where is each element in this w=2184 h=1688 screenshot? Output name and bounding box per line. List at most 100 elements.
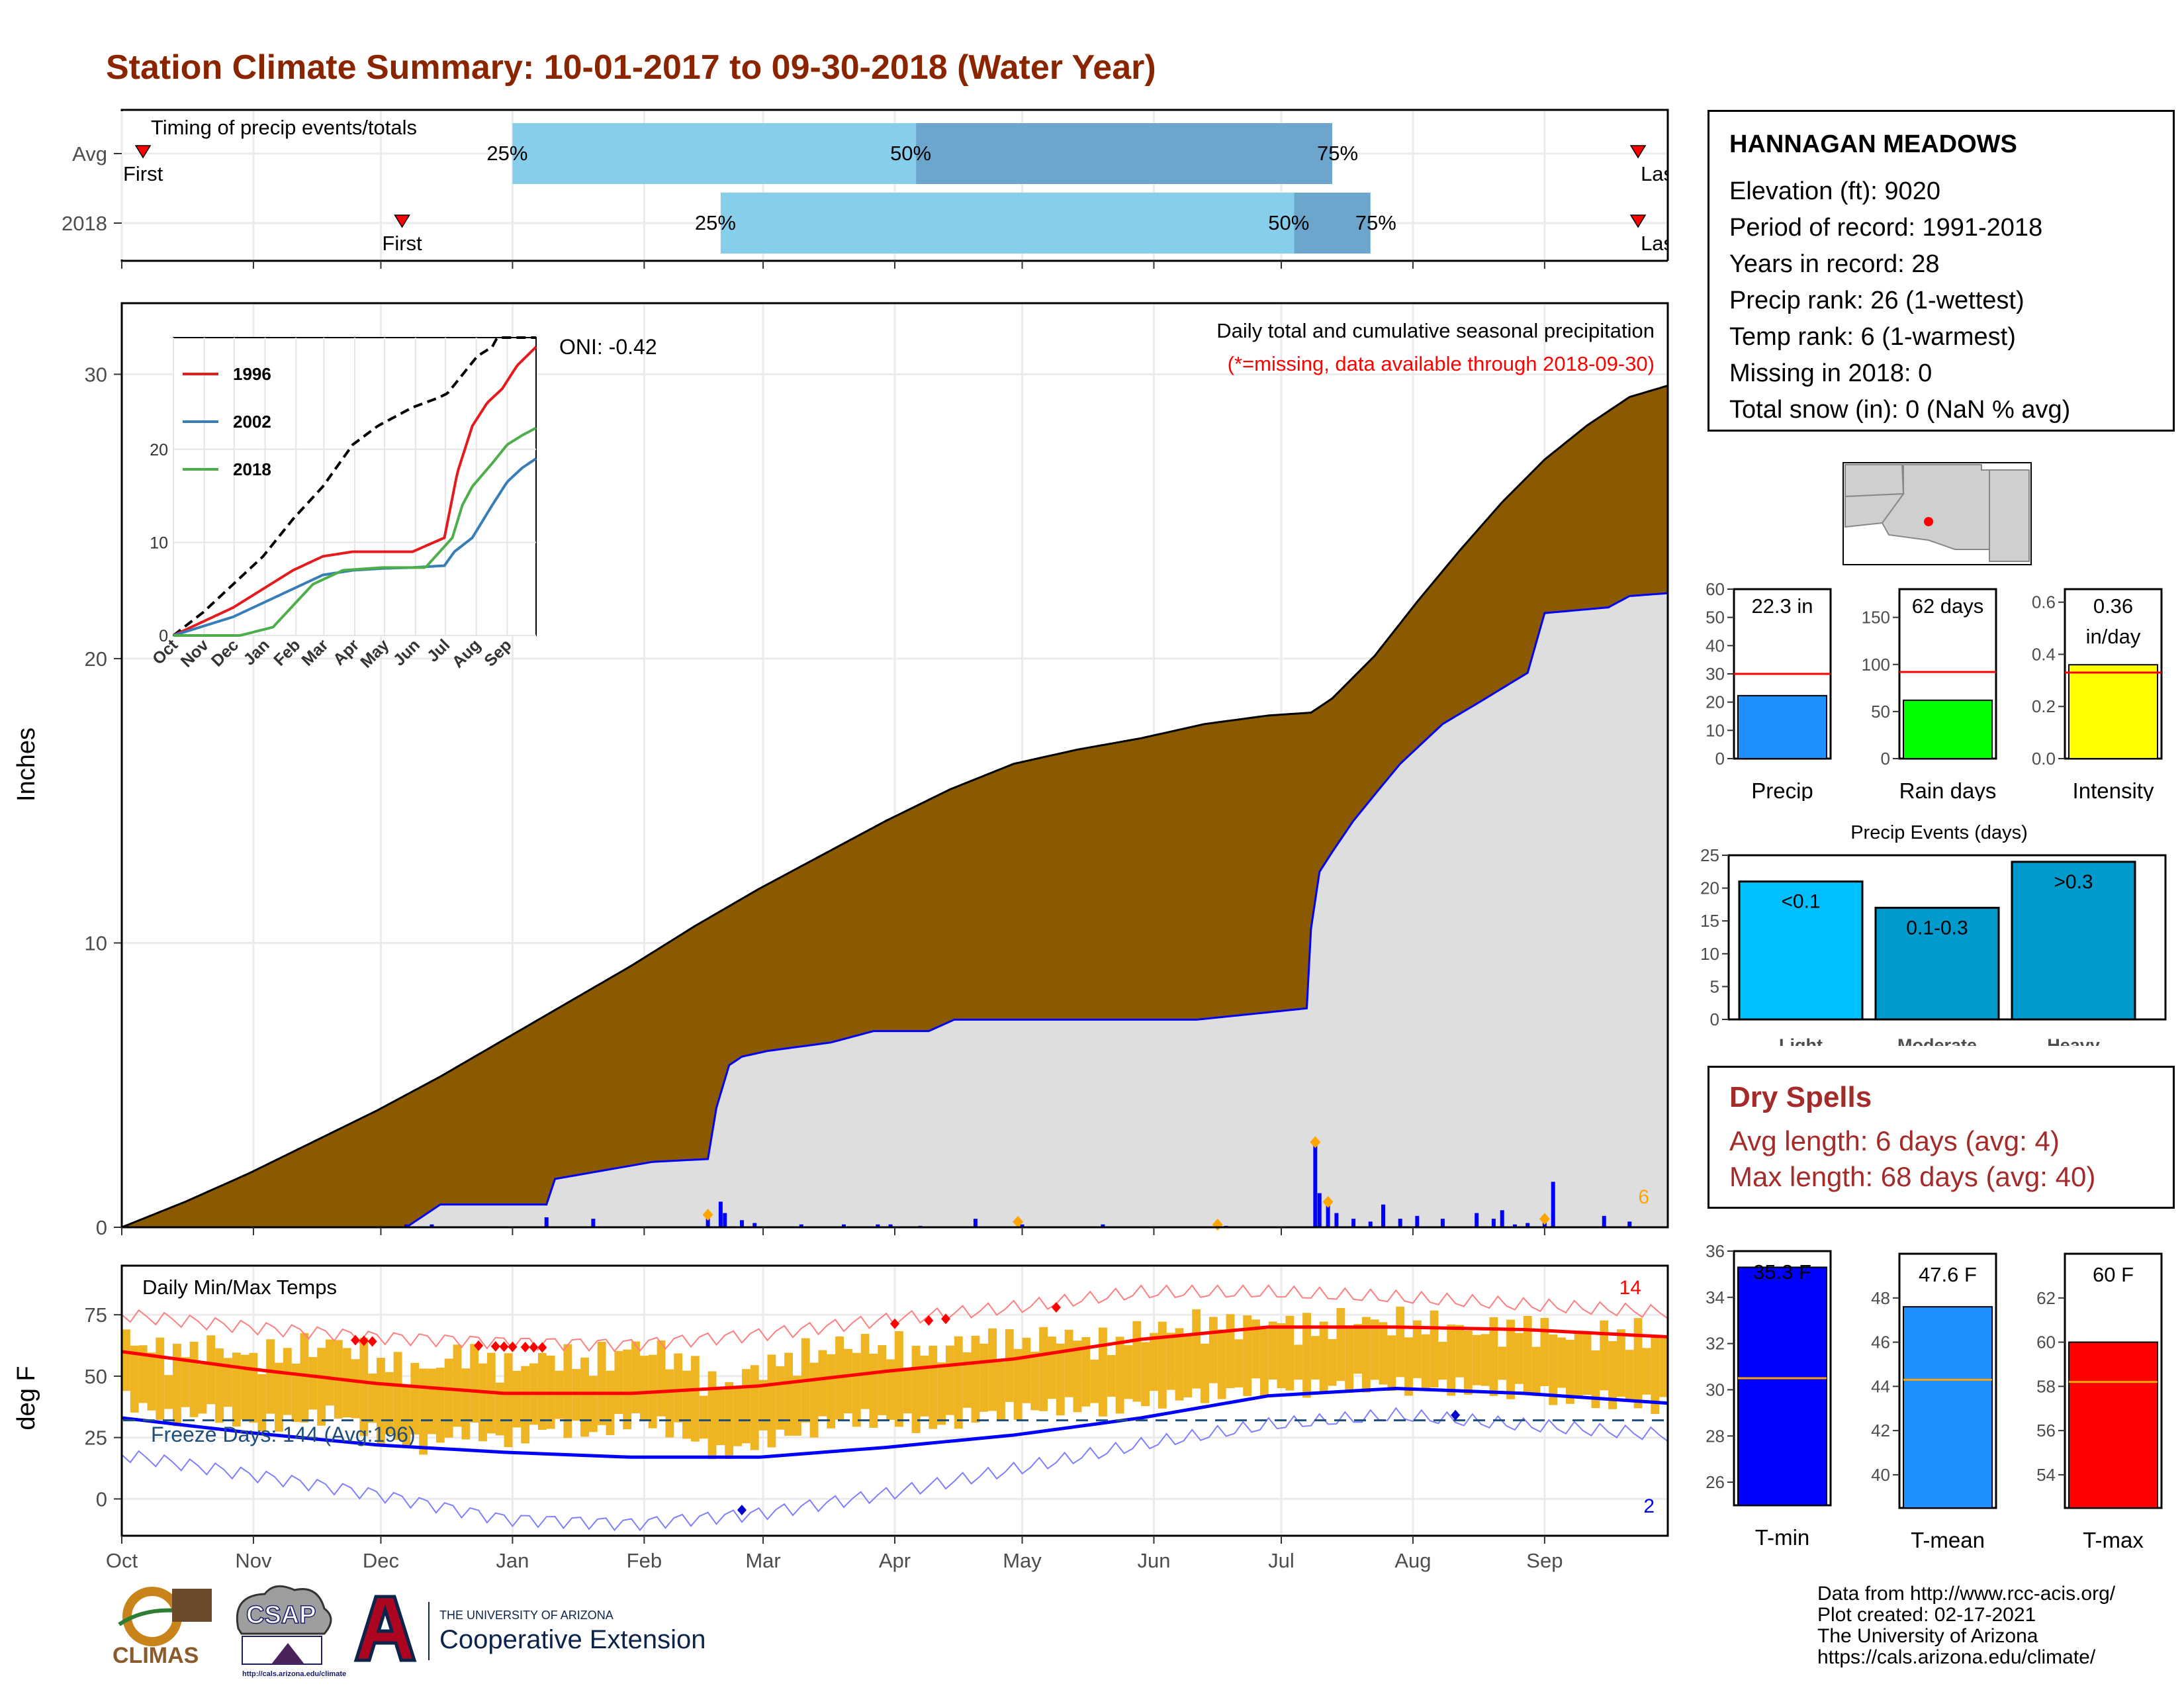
daily-temp-range-bar (300, 1333, 309, 1423)
daily-temp-range-bar (563, 1344, 572, 1438)
daily-temp-range-bar (606, 1370, 615, 1436)
record-precip-marker (1539, 1213, 1550, 1225)
month-label-2: Dec (363, 1549, 399, 1572)
daily-temp-range-bar (1132, 1321, 1142, 1402)
temp-summary-ytick-label-2-2: 58 (2036, 1376, 2056, 1396)
daily-temp-range-bar (937, 1362, 946, 1425)
timing-row-label-0: Avg (72, 142, 107, 165)
daily-temp-range-bar (224, 1358, 232, 1407)
daily-temp-range-bar (792, 1376, 801, 1436)
daily-precip-bar (799, 1224, 803, 1227)
events-ytick-label-3: 15 (1700, 911, 1719, 931)
temp-summary-category-1: T-mean (1911, 1528, 1985, 1552)
summary-category-2: Intensity (2073, 778, 2154, 801)
daily-temp-range-bar (971, 1335, 980, 1423)
daily-temp-range-bar (1302, 1313, 1311, 1398)
events-bar-0 (1738, 880, 1864, 1021)
month-label-6: Apr (879, 1549, 911, 1572)
daily-temp-range-bar (342, 1348, 351, 1418)
summary-ytick-label-1-0: 0 (1881, 749, 1890, 769)
daily-temp-range-bar (275, 1362, 283, 1432)
daily-temp-range-bar (1600, 1320, 1609, 1391)
avg-cumulative-line (121, 385, 1668, 1229)
daily-temp-range-bar (809, 1362, 819, 1438)
daily-temp-range-bar (588, 1376, 598, 1432)
daily-temp-range-bar (478, 1363, 487, 1442)
daily-temp-range-bar (674, 1353, 683, 1423)
daily-temp-range-bar (453, 1344, 462, 1427)
daily-temp-range-bar (580, 1357, 589, 1437)
logo-strip: CLIMAS CSAP http://cals.arizona.edu/clim… (113, 1585, 705, 1678)
daily-temp-range-bar (1039, 1327, 1048, 1411)
daily-precip-bar (888, 1224, 893, 1227)
credits: Data from http://www.rcc-acis.org/ Plot … (1817, 1583, 2115, 1668)
daily-precip-bar (1440, 1219, 1445, 1227)
station-precip-rank: Precip rank: 26 (1-wettest) (1729, 287, 2025, 314)
daily-temp-range-bar (733, 1387, 742, 1446)
daily-temp-range-bar (1115, 1336, 1124, 1414)
temp-summary-ytick-label-2-4: 62 (2036, 1288, 2056, 1308)
daily-precip-bar (1415, 1215, 1420, 1227)
daily-temp-range-bar (1514, 1333, 1524, 1384)
daily-temp-range-bar (1651, 1337, 1660, 1415)
record-high-marker (490, 1340, 500, 1352)
daily-temp-range-bar (1345, 1327, 1354, 1393)
daily-temp-range-bar (1353, 1324, 1362, 1374)
temp-summary-ytick-label-0-1: 28 (1706, 1426, 1725, 1446)
summary-ytick-label-2-0: 0.0 (2032, 749, 2056, 769)
daily-temp-range-bar (512, 1370, 522, 1428)
daily-precip-bar (1020, 1224, 1024, 1227)
summary-ytick-label-0-1: 10 (1706, 720, 1725, 740)
record-high-marker (350, 1335, 360, 1346)
daily-temp-range-bar (419, 1368, 428, 1455)
daily-temp-range-bar (1124, 1345, 1133, 1399)
summary-value-label-2: 0.36 (2093, 594, 2133, 618)
csap-panel (242, 1636, 322, 1665)
daily-temp-range-bar (682, 1370, 691, 1439)
daily-precip-bar (876, 1224, 880, 1227)
timing-p25-label-1: 25% (695, 211, 736, 234)
temp-summary-value-2: 60 F (2093, 1263, 2134, 1286)
daily-temp-range-bar (1328, 1338, 1337, 1386)
daily-temp-range-bar (1396, 1306, 1405, 1378)
daily-temp-range-bar (639, 1356, 649, 1420)
daily-temp-range-bar (852, 1352, 861, 1427)
temp-title: Daily Min/Max Temps (142, 1276, 337, 1299)
daily-temp-range-bar (181, 1357, 190, 1407)
events-ytick-label-1: 5 (1710, 976, 1719, 996)
credit-plot-created: Plot created: 02-17-2021 (1817, 1604, 2036, 1626)
daily-precip-bar (1326, 1204, 1330, 1227)
daily-temp-range-bar (690, 1356, 700, 1442)
summary-bar-1 (1903, 699, 1993, 759)
precip-title: Daily total and cumulative seasonal prec… (1216, 319, 1655, 342)
temp-summary-ytick-label-2-3: 60 (2036, 1333, 2056, 1352)
temp-summary-category-2: T-max (2083, 1528, 2144, 1552)
temp-summary-ytick-label-1-2: 44 (1871, 1376, 1890, 1396)
precip-marker-count: 6 (1638, 1186, 1649, 1208)
daily-temp-range-bar (1150, 1333, 1158, 1391)
daily-temp-range-bar (291, 1363, 300, 1423)
map-region-east (1989, 469, 2030, 562)
month-label-8: Jun (1137, 1549, 1170, 1572)
daily-temp-range-bar (435, 1368, 445, 1443)
daily-temp-range-bar (1294, 1344, 1303, 1380)
daily-temp-range-bar (495, 1382, 504, 1436)
daily-precip-bar (1313, 1145, 1318, 1227)
temp-summary-ytick-label-1-3: 46 (1871, 1333, 1890, 1352)
record-low-marker (737, 1505, 747, 1516)
timing-p75-label-1: 75% (1355, 211, 1396, 234)
summary-ytick-label-2-1: 0.2 (2032, 696, 2056, 716)
events-ytick-label-5: 25 (1700, 845, 1719, 865)
events-ytick-label-0: 0 (1710, 1009, 1719, 1029)
location-map (1843, 462, 2032, 565)
daily-temp-range-bar (614, 1350, 623, 1415)
summary-ytick-label-2-3: 0.6 (2032, 592, 2056, 612)
csap-text: CSAP (246, 1601, 316, 1629)
daily-temp-range-bar (1404, 1337, 1413, 1396)
csap-cloud-icon (236, 1585, 332, 1635)
summary-ytick-label-1-1: 50 (1871, 702, 1890, 722)
daily-temp-range-bar (122, 1329, 130, 1391)
summary-ytick-label-0-3: 30 (1706, 664, 1725, 684)
temp-panel: 0 25 50 75 deg F Daily Min/Max Temps 14 2 F… (13, 1264, 1669, 1537)
